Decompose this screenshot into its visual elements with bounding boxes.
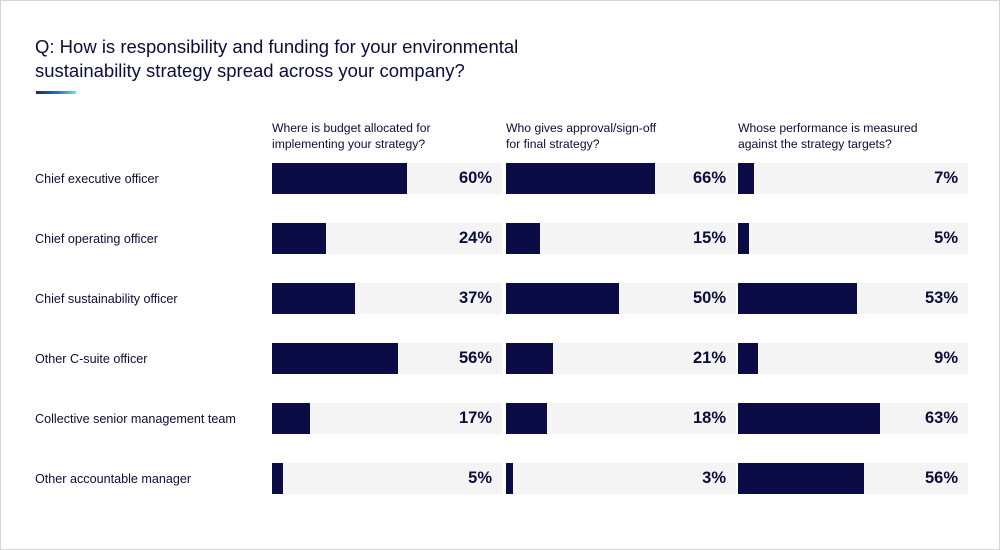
data-label: 56% xyxy=(458,349,492,367)
bar xyxy=(506,403,547,434)
bar-track: 60% xyxy=(272,163,502,194)
bar-track: 21% xyxy=(506,343,736,374)
chart-title: Q: How is responsibility and funding for… xyxy=(35,35,655,83)
bar xyxy=(738,463,864,494)
bar-track: 56% xyxy=(738,463,968,494)
bar xyxy=(738,223,749,254)
bar xyxy=(506,163,655,194)
data-label: 37% xyxy=(458,289,492,307)
data-label: 50% xyxy=(692,289,726,307)
row-label: Other C-suite officer xyxy=(35,352,148,366)
bar xyxy=(738,283,857,314)
bar xyxy=(272,463,283,494)
bar xyxy=(272,403,310,434)
data-label: 18% xyxy=(692,409,726,427)
column-header-line: Whose performance is measured xyxy=(738,121,918,135)
data-label: 56% xyxy=(924,469,958,487)
bar-track: 37% xyxy=(272,283,502,314)
bar xyxy=(272,223,326,254)
bar xyxy=(506,283,619,314)
column-header-line: for final strategy? xyxy=(506,136,600,151)
data-label: 7% xyxy=(934,169,958,187)
bar-track: 66% xyxy=(506,163,736,194)
row-label: Chief sustainability officer xyxy=(35,292,178,306)
column-header-line: Where is budget allocated for xyxy=(272,121,431,135)
column-header-line: against the strategy targets? xyxy=(738,136,892,151)
bar-track: 63% xyxy=(738,403,968,434)
column-header-1: Where is budget allocated for implementin… xyxy=(272,121,497,152)
column-header-line: implementing your strategy? xyxy=(272,136,426,151)
column-header-line: Who gives approval/sign-off xyxy=(506,121,657,135)
bar-track: 24% xyxy=(272,223,502,254)
bar-track: 9% xyxy=(738,343,968,374)
bar xyxy=(272,283,355,314)
data-label: 5% xyxy=(934,229,958,247)
row-label: Chief executive officer xyxy=(35,172,159,186)
bar xyxy=(272,163,407,194)
bar xyxy=(506,343,553,374)
row-label: Other accountable manager xyxy=(35,472,192,486)
bar-track: 56% xyxy=(272,343,502,374)
data-label: 5% xyxy=(468,469,492,487)
title-accent-line xyxy=(36,91,76,94)
data-label: 3% xyxy=(702,469,726,487)
bar xyxy=(738,343,758,374)
data-label: 9% xyxy=(934,349,958,367)
row-label: Collective senior management team xyxy=(35,412,236,426)
bar xyxy=(738,403,880,434)
bar xyxy=(738,163,754,194)
bar-track: 5% xyxy=(272,463,502,494)
bar-track: 50% xyxy=(506,283,736,314)
data-label: 15% xyxy=(692,229,726,247)
column-header-2: Who gives approval/sign-off for final str… xyxy=(506,121,731,152)
data-label: 24% xyxy=(458,229,492,247)
bar-track: 53% xyxy=(738,283,968,314)
bar-track: 18% xyxy=(506,403,736,434)
bar-track: 15% xyxy=(506,223,736,254)
data-label: 53% xyxy=(924,289,958,307)
bar xyxy=(506,223,540,254)
bar xyxy=(272,343,398,374)
bar-track: 7% xyxy=(738,163,968,194)
data-label: 17% xyxy=(458,409,492,427)
data-label: 66% xyxy=(692,169,726,187)
title-line-2: sustainability strategy spread across yo… xyxy=(35,60,465,81)
bar-track: 17% xyxy=(272,403,502,434)
data-label: 21% xyxy=(692,349,726,367)
title-line-1: Q: How is responsibility and funding for… xyxy=(35,36,519,57)
bar-track: 5% xyxy=(738,223,968,254)
data-label: 60% xyxy=(458,169,492,187)
data-label: 63% xyxy=(924,409,958,427)
bar xyxy=(506,463,513,494)
bar-track: 3% xyxy=(506,463,736,494)
row-label: Chief operating officer xyxy=(35,232,158,246)
column-header-3: Whose performance is measured against the… xyxy=(738,121,963,152)
